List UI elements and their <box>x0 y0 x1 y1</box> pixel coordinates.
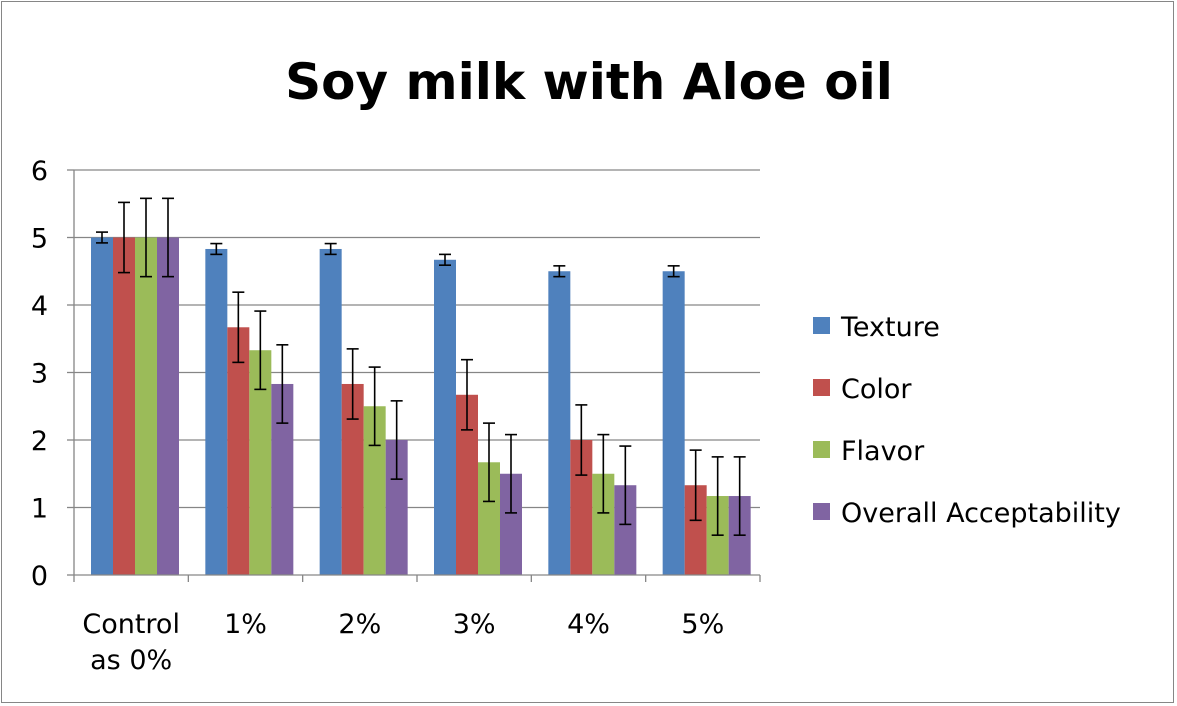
bar <box>363 406 386 575</box>
bar <box>271 383 294 575</box>
x-tick-label: 5% <box>681 609 724 640</box>
bar <box>135 237 157 575</box>
bar <box>570 440 593 575</box>
x-tick-label: 2% <box>338 609 381 640</box>
legend-swatch <box>813 379 830 396</box>
bar <box>385 440 408 575</box>
bar <box>684 485 707 575</box>
x-tick-label: 3% <box>453 609 496 640</box>
chart-title: Soy milk with Aloe oil <box>285 53 893 111</box>
bar <box>113 237 135 575</box>
bar <box>478 462 500 575</box>
legend-label: Color <box>841 374 912 405</box>
gridlines <box>74 169 760 509</box>
legend-swatch <box>813 317 830 334</box>
bar <box>157 237 179 575</box>
bar <box>205 248 228 575</box>
legend-label: Overall Acceptability <box>841 498 1121 529</box>
bar <box>341 383 364 575</box>
y-tick-label: 0 <box>31 561 48 592</box>
x-tick-label: as 0% <box>90 645 172 676</box>
legend-swatch <box>813 441 830 458</box>
bar <box>592 473 615 575</box>
x-tick-label: 1% <box>224 609 267 640</box>
y-tick-label: 2 <box>31 426 48 457</box>
bar <box>434 259 456 575</box>
y-tick-label: 3 <box>31 359 48 390</box>
bar <box>249 350 272 575</box>
bar <box>227 327 250 575</box>
bar <box>456 394 478 575</box>
x-tick-label: Control <box>82 609 180 640</box>
y-tick-label: 6 <box>31 156 48 187</box>
legend-label: Texture <box>840 312 940 343</box>
y-tick-label: 1 <box>31 494 48 525</box>
bars <box>91 237 751 575</box>
axes: 0 1 2 3 4 5 6 Control as 0% 1% 2% 3% 4% 5% <box>31 156 761 676</box>
legend-label: Flavor <box>841 436 925 467</box>
bar <box>500 473 522 575</box>
legend-swatch <box>813 503 830 520</box>
legend: Texture Color Flavor Overall Acceptability <box>813 312 1121 529</box>
bar <box>319 248 342 575</box>
x-tick-label: 4% <box>567 609 610 640</box>
bar <box>548 271 571 575</box>
y-tick-label: 4 <box>31 291 48 322</box>
bar <box>614 485 637 575</box>
error-bars <box>96 197 746 536</box>
y-tick-label: 5 <box>31 224 48 255</box>
bar <box>662 271 685 575</box>
bar <box>91 237 113 575</box>
